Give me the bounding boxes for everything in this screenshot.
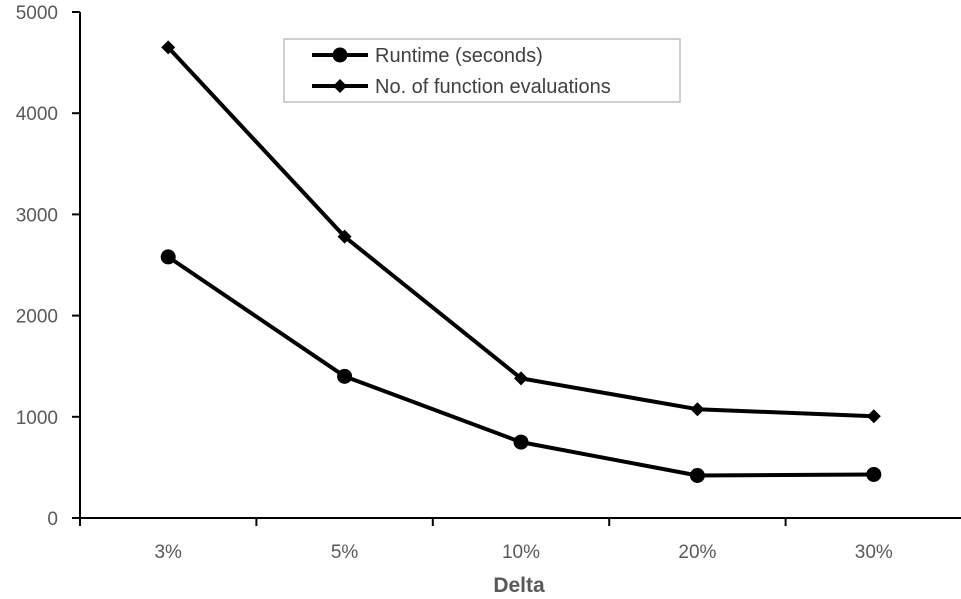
legend-box [283, 38, 681, 103]
legend-item: Runtime (seconds) [312, 45, 543, 67]
y-tick-label: 2000 [16, 307, 58, 328]
data-point [160, 249, 176, 265]
data-point [866, 466, 882, 482]
x-tick-label: 20% [678, 542, 716, 563]
x-axis-ticks: 3% 5% 10% 20% 30% [79, 518, 893, 563]
legend-label: Runtime (seconds) [375, 45, 543, 67]
y-tick-label: 0 [47, 509, 58, 530]
data-point [690, 402, 705, 417]
legend-marker [332, 47, 348, 63]
data-point [866, 409, 881, 424]
series-layer [160, 40, 882, 483]
x-axis-title: Delta [493, 574, 545, 597]
x-tick-label: 3% [154, 542, 182, 563]
x-tick-label: 10% [502, 542, 540, 563]
data-point [161, 40, 176, 55]
legend-items: Runtime (seconds) No. of function evaluat… [312, 45, 611, 98]
y-axis-ticks: 0 1000 2000 3000 4000 5000 [16, 3, 80, 530]
x-tick-label: 5% [331, 542, 359, 563]
data-point [337, 229, 352, 244]
y-tick-label: 5000 [16, 3, 58, 24]
legend-label: No. of function evaluations [375, 76, 611, 98]
y-tick-label: 4000 [16, 104, 58, 125]
x-tick-label: 30% [855, 542, 893, 563]
data-point [514, 371, 528, 386]
legend-marker [333, 79, 347, 93]
y-tick-label: 3000 [16, 205, 58, 226]
legend-item: No. of function evaluations [312, 76, 611, 98]
series-1 [161, 40, 881, 424]
data-point [689, 467, 705, 483]
y-tick-label: 1000 [16, 408, 58, 429]
data-point [337, 368, 353, 384]
series-0 [160, 249, 882, 483]
legend: Runtime (seconds) No. of function evaluat… [283, 38, 681, 103]
series-line [166, 45, 876, 419]
data-point [513, 434, 529, 450]
